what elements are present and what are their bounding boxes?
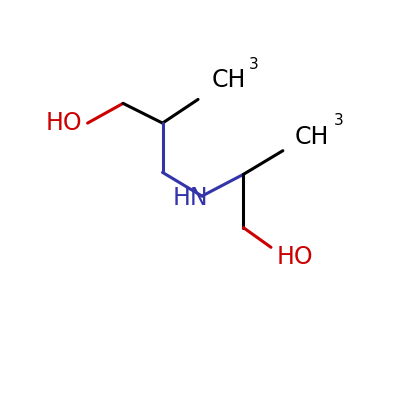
Text: 3: 3 (333, 113, 343, 128)
Text: HN: HN (172, 186, 208, 210)
Text: HO: HO (46, 111, 82, 135)
Text: CH: CH (295, 125, 329, 149)
Text: 3: 3 (249, 57, 259, 72)
Text: HO: HO (277, 245, 314, 269)
Text: CH: CH (212, 68, 246, 92)
